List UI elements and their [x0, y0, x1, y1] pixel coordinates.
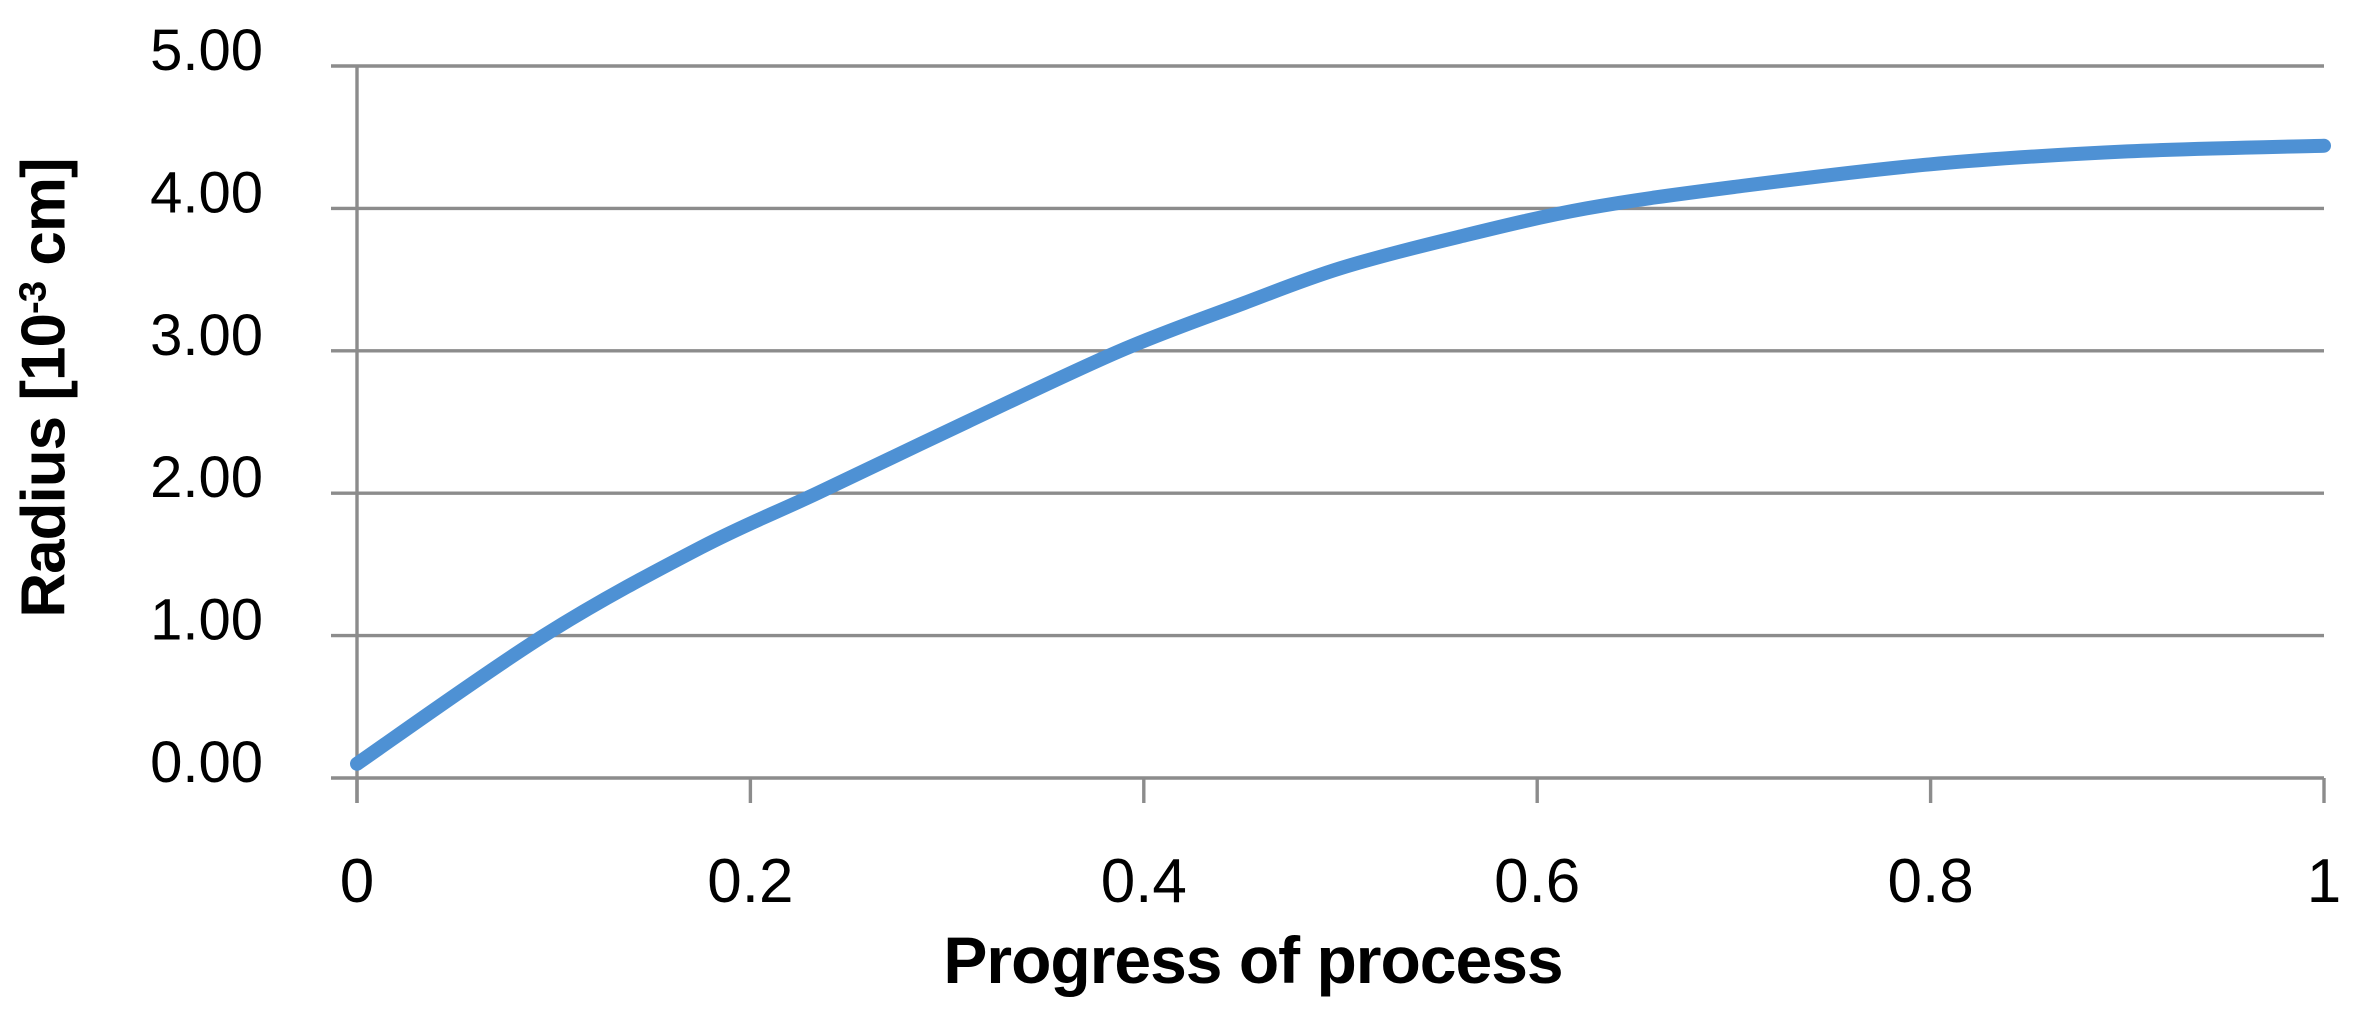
y-axis-title-superscript: -3	[11, 281, 55, 315]
series-line-radius-curve	[350, 138, 2331, 771]
y-tick-label: 5.00	[150, 18, 263, 83]
y-axis-title-prefix: Radius [10	[9, 314, 79, 618]
x-tick-label: 0.4	[1101, 847, 1187, 916]
x-tick-label: 0.2	[707, 847, 793, 916]
y-tick-label: 2.00	[150, 445, 263, 510]
y-axis-title-suffix: cm]	[9, 158, 79, 282]
x-tick-label: 0	[340, 847, 374, 916]
x-tick-label: 0.8	[1887, 847, 1973, 916]
y-tick-label: 0.00	[150, 730, 263, 795]
x-tick-label: 0.6	[1494, 847, 1580, 916]
y-tick-label: 3.00	[150, 303, 263, 368]
y-axis-title: Radius [10-3 cm]	[9, 158, 80, 617]
x-axis-title: Progress of process	[943, 923, 1563, 997]
y-tick-label: 4.00	[150, 160, 263, 225]
x-tick-label: 1	[2307, 847, 2341, 916]
y-tick-label: 1.00	[150, 588, 263, 653]
